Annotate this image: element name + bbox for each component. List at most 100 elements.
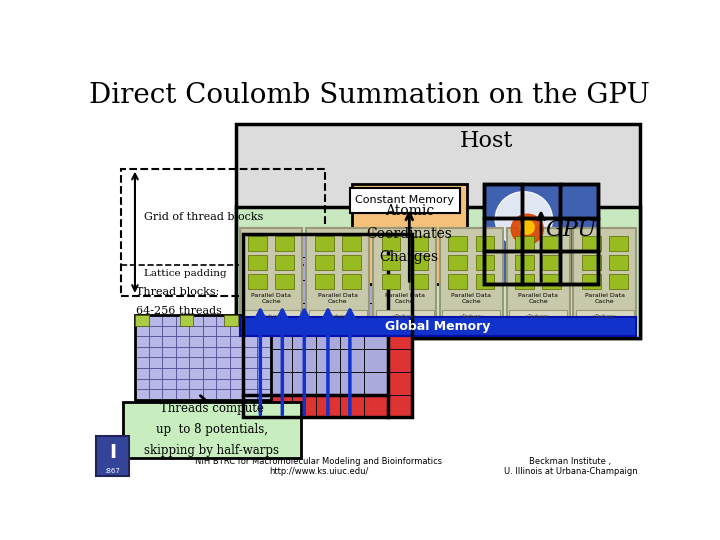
Bar	[176, 315, 189, 326]
Text: Parallel Data
Cache: Parallel Data Cache	[384, 293, 425, 305]
Bar	[449, 255, 467, 270]
Text: Atomic
Coordinates
Charges: Atomic Coordinates Charges	[366, 205, 452, 264]
Bar	[189, 389, 203, 400]
Bar	[203, 336, 216, 347]
Bar	[162, 326, 176, 336]
Bar	[609, 274, 628, 289]
Text: Lattice padding: Lattice padding	[144, 269, 227, 278]
Bar	[560, 184, 598, 218]
Bar	[257, 347, 271, 357]
Bar	[364, 326, 388, 349]
Text: Threads compute
up  to 8 potentials,
skipping by half-warps: Threads compute up to 8 potentials, skip…	[144, 402, 279, 457]
Text: 64-256 threads: 64-256 threads	[137, 306, 222, 316]
Bar	[216, 368, 230, 379]
Bar	[243, 257, 268, 280]
Bar	[230, 379, 243, 389]
Bar	[268, 326, 292, 349]
Bar	[316, 349, 340, 372]
Bar	[268, 395, 292, 417]
Bar	[268, 280, 292, 303]
Bar	[484, 251, 522, 284]
Bar	[135, 368, 148, 379]
Bar	[148, 315, 162, 326]
Text: GPU: GPU	[546, 219, 597, 241]
Bar	[515, 274, 534, 289]
Ellipse shape	[495, 192, 552, 247]
Bar	[268, 303, 292, 326]
Text: Beckman Institute ,
U. Illinois at Urbana-Champaign: Beckman Institute , U. Illinois at Urban…	[504, 457, 637, 476]
Bar	[135, 347, 148, 357]
Bar	[257, 326, 271, 336]
Bar	[292, 257, 316, 280]
Bar	[230, 326, 243, 336]
Bar	[257, 379, 271, 389]
Bar	[576, 310, 634, 323]
Bar	[242, 310, 300, 323]
Bar	[203, 389, 216, 400]
Bar	[292, 372, 316, 395]
Bar	[442, 310, 500, 323]
Bar	[162, 336, 176, 347]
Bar	[316, 303, 340, 326]
Bar	[135, 315, 271, 400]
Bar	[388, 280, 413, 303]
Bar	[203, 326, 216, 336]
Bar	[148, 347, 162, 357]
Bar	[340, 326, 364, 349]
Bar	[542, 255, 561, 270]
Bar	[292, 395, 316, 417]
Bar	[309, 310, 366, 323]
Bar	[189, 336, 203, 347]
Bar	[388, 326, 413, 349]
Bar	[388, 372, 413, 395]
Bar	[475, 255, 495, 270]
Bar	[449, 274, 467, 289]
Bar	[507, 228, 570, 327]
Bar	[350, 188, 459, 213]
Bar	[292, 234, 316, 257]
Bar	[162, 315, 176, 326]
Bar	[364, 257, 388, 280]
Bar	[364, 349, 388, 372]
Bar	[560, 251, 598, 284]
Bar	[388, 349, 413, 372]
Bar	[292, 303, 316, 326]
Bar	[340, 395, 364, 417]
Bar	[316, 372, 340, 395]
Bar	[96, 436, 129, 476]
Text: ::Texture::: ::Texture::	[258, 314, 283, 319]
Bar	[203, 368, 216, 379]
Bar	[216, 336, 230, 347]
Bar	[573, 228, 636, 327]
Bar	[340, 234, 364, 257]
Bar	[176, 379, 189, 389]
Bar	[216, 357, 230, 368]
Bar	[542, 236, 561, 251]
Bar	[364, 395, 388, 417]
Bar	[162, 379, 176, 389]
Bar	[268, 349, 292, 372]
Bar	[609, 255, 628, 270]
Bar	[135, 379, 148, 389]
Text: Parallel Data
Cache: Parallel Data Cache	[518, 293, 558, 305]
Bar	[176, 357, 189, 368]
Bar	[243, 347, 257, 357]
Bar	[230, 336, 243, 347]
Bar	[275, 255, 294, 270]
Bar	[340, 372, 364, 395]
Bar	[582, 274, 600, 289]
Bar	[376, 310, 433, 323]
Text: :867: :867	[104, 468, 120, 474]
Bar	[388, 395, 413, 417]
Bar	[409, 274, 428, 289]
Bar	[315, 236, 333, 251]
Bar	[364, 303, 388, 326]
Text: Global Memory: Global Memory	[385, 320, 490, 333]
Bar	[235, 124, 640, 338]
Bar	[292, 280, 316, 303]
Bar	[484, 184, 598, 284]
Bar	[315, 274, 333, 289]
Bar	[582, 236, 600, 251]
Bar	[148, 379, 162, 389]
Text: ::Texture::: ::Texture::	[325, 314, 350, 319]
